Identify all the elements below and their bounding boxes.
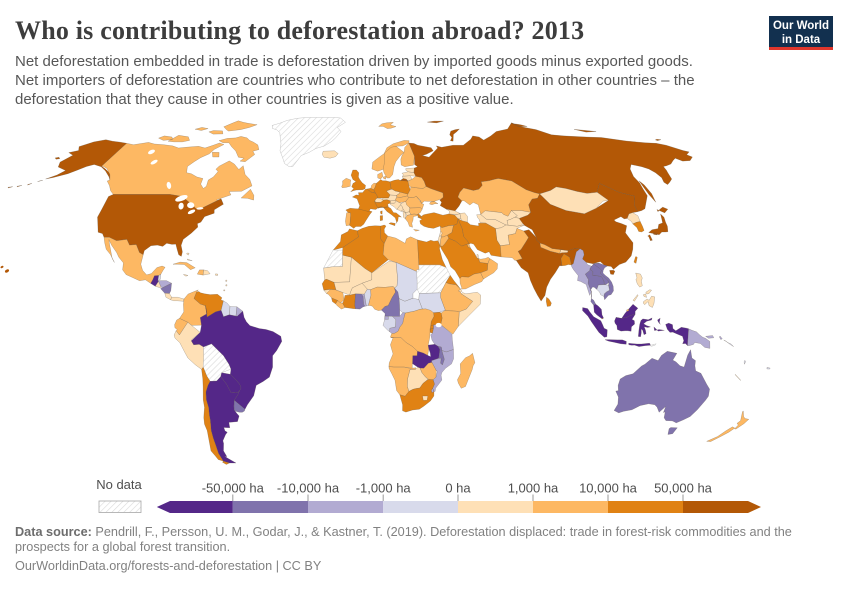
svg-text:No data: No data [96, 477, 142, 492]
svg-text:-10,000 ha: -10,000 ha [277, 481, 340, 496]
svg-text:0 ha: 0 ha [445, 481, 471, 496]
svg-text:10,000 ha: 10,000 ha [579, 481, 638, 496]
svg-text:-50,000 ha: -50,000 ha [202, 481, 265, 496]
svg-text:50,000 ha: 50,000 ha [654, 481, 713, 496]
svg-text:1,000 ha: 1,000 ha [508, 481, 559, 496]
svg-text:-1,000 ha: -1,000 ha [356, 481, 412, 496]
